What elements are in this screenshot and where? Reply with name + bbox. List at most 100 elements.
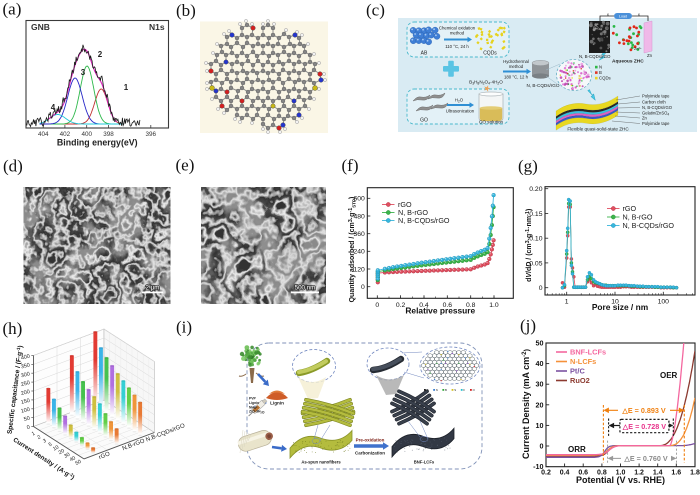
svg-text:0: 0 (375, 302, 379, 309)
svg-text:NH4F: NH4F (249, 405, 257, 410)
svg-text:1.2: 1.2 (634, 470, 644, 477)
svg-text:20: 20 (536, 400, 544, 409)
svg-text:dV/dD / (cm3·g-1·nm-1): dV/dD / (cm3·g-1·nm-1) (525, 209, 533, 282)
svg-text:1: 1 (31, 431, 36, 438)
svg-text:SO4: SO4 (593, 26, 601, 31)
svg-text:1.0: 1.0 (489, 302, 499, 309)
svg-text:Relative pressure: Relative pressure (405, 306, 475, 316)
svg-text:N1s: N1s (149, 22, 165, 32)
svg-text:N-LCFs: N-LCFs (570, 357, 596, 366)
svg-text:(j): (j) (520, 316, 536, 335)
svg-text:0.10: 0.10 (529, 236, 542, 243)
svg-text:Potential (V vs. RHE): Potential (V vs. RHE) (576, 475, 665, 485)
svg-text:e: e (607, 13, 609, 17)
svg-text:Ultrasonication: Ultrasonication (446, 109, 475, 114)
svg-text:10: 10 (52, 444, 60, 452)
svg-text:360: 360 (353, 231, 365, 238)
svg-text:method: method (450, 31, 465, 36)
svg-text:1: 1 (124, 83, 129, 92)
svg-text:0.20: 0.20 (529, 186, 542, 193)
svg-text:300: 300 (20, 371, 30, 379)
svg-text:rGO: rGO (98, 451, 111, 461)
svg-text:1.4: 1.4 (653, 470, 663, 477)
svg-text:0.2: 0.2 (396, 302, 406, 309)
svg-text:△E = 0.893 V: △E = 0.893 V (621, 406, 665, 415)
svg-text:1.8: 1.8 (690, 470, 700, 477)
svg-text:Chemical oxidation: Chemical oxidation (439, 26, 476, 31)
svg-text:30: 30 (63, 452, 71, 460)
svg-text:Hydrothermal: Hydrothermal (503, 59, 529, 64)
svg-text:Zn: Zn (647, 53, 653, 58)
svg-text:O: O (473, 388, 476, 392)
svg-text:0: 0 (361, 284, 365, 291)
svg-text:50: 50 (23, 416, 30, 423)
svg-text:30: 30 (536, 380, 544, 389)
svg-text:100: 100 (658, 299, 670, 306)
svg-text:rGO: rGO (398, 200, 412, 209)
svg-text:N, B-rGO: N, B-rGO (623, 213, 653, 222)
svg-text:C: C (427, 388, 429, 392)
svg-text:(d): (d) (3, 157, 23, 176)
svg-text:350: 350 (20, 362, 30, 370)
svg-text:(i): (i) (176, 318, 192, 337)
svg-text:H2O: H2O (455, 98, 464, 104)
svg-text:50: 50 (536, 339, 544, 348)
svg-text:Carbon cloth: Carbon cloth (642, 100, 666, 105)
svg-text:2 μm: 2 μm (146, 285, 160, 292)
svg-text:CQDs: CQDs (599, 75, 611, 80)
svg-text:3: 3 (81, 68, 86, 77)
svg-text:0: 0 (540, 442, 544, 451)
svg-text:40: 40 (69, 455, 77, 463)
svg-text:Quantity adsorbed / (cm3·g-1ST: Quantity adsorbed / (cm3·g-1STP) (348, 197, 357, 303)
svg-text:N, B-CQDs/rGO: N, B-CQDs/rGO (527, 83, 560, 88)
svg-text:Load: Load (619, 15, 627, 19)
svg-text:AB: AB (421, 51, 428, 57)
svg-text:400: 400 (20, 353, 30, 361)
svg-text:Current Density (mA cm-2): Current Density (mA cm-2) (521, 348, 531, 459)
svg-text:480: 480 (353, 213, 365, 220)
svg-text:B: B (445, 388, 447, 392)
svg-text:(f): (f) (342, 156, 359, 175)
svg-text:200: 200 (20, 389, 30, 397)
svg-text:N: N (599, 64, 602, 69)
svg-text:Lignin: Lignin (270, 401, 284, 406)
svg-text:B3H8N2O4·4H2O: B3H8N2O4·4H2O (469, 80, 503, 86)
svg-text:0.4: 0.4 (419, 302, 429, 309)
svg-text:(h): (h) (3, 319, 23, 338)
svg-text:Carbonization: Carbonization (355, 451, 385, 456)
svg-text:rGO: rGO (623, 204, 637, 213)
svg-text:(e): (e) (176, 156, 195, 175)
svg-text:(c): (c) (366, 1, 385, 20)
svg-text:1.6: 1.6 (671, 470, 681, 477)
svg-text:N: N (436, 388, 438, 392)
svg-text:5: 5 (48, 442, 53, 449)
svg-text:600: 600 (353, 196, 365, 203)
svg-text:Zn: Zn (642, 116, 648, 121)
svg-text:GO solution: GO solution (479, 120, 504, 125)
svg-text:N, B-CQDs/rGO: N, B-CQDs/rGO (623, 221, 675, 230)
svg-text:Polyimide tape: Polyimide tape (642, 94, 670, 99)
svg-text:Zn2+: Zn2+ (634, 46, 642, 51)
svg-text:N, B-rGO: N, B-rGO (398, 208, 428, 217)
svg-text:Binding energy(eV): Binding energy(eV) (57, 138, 138, 148)
svg-text:0.4: 0.4 (560, 470, 570, 477)
svg-text:Aqueous ZHC: Aqueous ZHC (612, 59, 644, 65)
svg-text:110 °C, 24 h: 110 °C, 24 h (445, 44, 469, 49)
svg-text:F: F (463, 388, 465, 392)
svg-text:3: 3 (42, 438, 47, 445)
svg-text:Pre-oxidation: Pre-oxidation (356, 438, 385, 443)
svg-text:Polyimide tape: Polyimide tape (642, 121, 670, 126)
svg-text:150: 150 (20, 398, 30, 406)
svg-text:400: 400 (81, 131, 92, 138)
svg-text:method: method (509, 64, 524, 69)
svg-text:OER: OER (660, 371, 678, 380)
svg-text:N, B-CQDs/rGO: N, B-CQDs/rGO (642, 105, 673, 110)
svg-text:0.6: 0.6 (443, 302, 453, 309)
svg-text:402: 402 (60, 131, 71, 138)
svg-text:0.6: 0.6 (578, 470, 588, 477)
svg-text:N, B-CQDs/rGO: N, B-CQDs/rGO (398, 216, 450, 225)
svg-text:0.15: 0.15 (529, 211, 542, 218)
svg-text:250: 250 (20, 380, 30, 388)
svg-text:(b): (b) (176, 1, 196, 20)
svg-text:50: 50 (74, 459, 82, 467)
